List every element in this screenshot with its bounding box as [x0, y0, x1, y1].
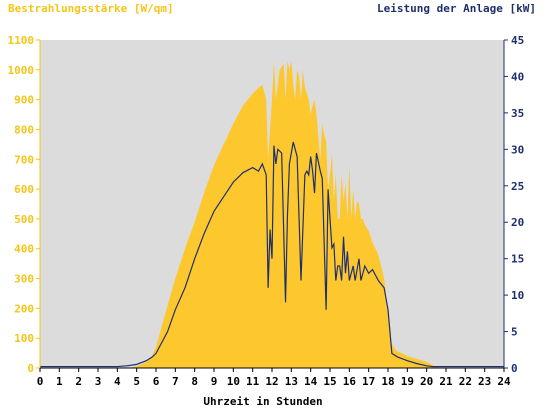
y-left-tick-label: 100 [14, 332, 34, 345]
y-right-tick-label: 0 [511, 362, 518, 375]
y-left-tick-label: 600 [14, 183, 34, 196]
x-tick-label: 6 [153, 375, 160, 388]
y-right-tick-label: 40 [511, 70, 524, 83]
x-tick-label: 14 [304, 375, 318, 388]
x-tick-label: 15 [323, 375, 336, 388]
x-tick-label: 24 [497, 375, 511, 388]
x-tick-label: 2 [75, 375, 82, 388]
x-tick-label: 12 [265, 375, 278, 388]
right-axis-title: Leistung der Anlage [kW] [377, 2, 536, 15]
y-right-tick-label: 5 [511, 326, 518, 339]
y-right-tick-label: 25 [511, 180, 524, 193]
x-tick-label: 4 [114, 375, 121, 388]
y-left-tick-label: 0 [27, 362, 34, 375]
y-left-tick-label: 200 [14, 302, 34, 315]
power-line [40, 141, 504, 368]
y-left-tick-label: 1000 [8, 64, 35, 77]
x-tick-label: 22 [459, 375, 472, 388]
x-tick-label: 1 [56, 375, 63, 388]
y-right-tick-label: 20 [511, 216, 524, 229]
x-tick-label: 16 [343, 375, 357, 388]
irradiance-area [40, 60, 504, 369]
x-axis-title: Uhrzeit in Stunden [203, 395, 322, 408]
y-right-tick-label: 35 [511, 107, 524, 120]
x-tick-label: 3 [95, 375, 102, 388]
y-right-tick-label: 30 [511, 143, 524, 156]
y-right-tick-label: 45 [511, 34, 524, 47]
y-left-tick-label: 400 [14, 243, 34, 256]
y-left-tick-label: 1100 [8, 34, 35, 47]
y-left-tick-label: 300 [14, 273, 34, 286]
x-tick-label: 17 [362, 375, 375, 388]
y-left-tick-label: 500 [14, 213, 34, 226]
x-tick-label: 5 [133, 375, 140, 388]
series-layer [40, 60, 504, 369]
x-tick-label: 8 [191, 375, 198, 388]
y-right-tick-label: 15 [511, 253, 524, 266]
x-tick-label: 9 [211, 375, 218, 388]
y-right-tick-label: 10 [511, 289, 524, 302]
x-tick-label: 10 [227, 375, 240, 388]
x-tick-label: 0 [37, 375, 44, 388]
x-tick-label: 18 [381, 375, 394, 388]
x-tick-label: 21 [439, 375, 453, 388]
left-axis-title: Bestrahlungsstärke [W/qm] [8, 2, 174, 15]
x-tick-label: 23 [478, 375, 491, 388]
x-tick-label: 13 [285, 375, 298, 388]
x-tick-label: 11 [246, 375, 260, 388]
y-left-tick-label: 700 [14, 153, 34, 166]
ticks-layer: 0100200300400500600700800900100011000510… [8, 34, 525, 388]
x-tick-label: 19 [401, 375, 414, 388]
y-left-tick-label: 800 [14, 123, 34, 136]
x-tick-label: 20 [420, 375, 433, 388]
y-left-tick-label: 900 [14, 94, 34, 107]
x-tick-label: 7 [172, 375, 179, 388]
